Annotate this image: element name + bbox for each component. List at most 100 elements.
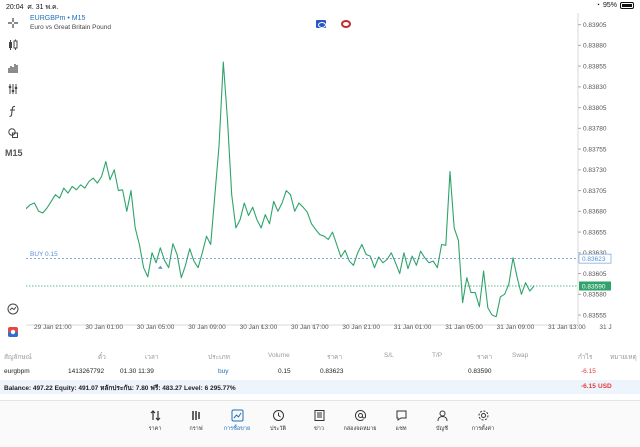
row-time: 01.30 11:39 (120, 368, 154, 375)
y-tick-label: 0.83755 (583, 146, 607, 153)
current-price-tag-label: 0.83590 (582, 283, 606, 290)
balance-currency: USD (598, 383, 612, 390)
tab-accounts-label: บัญชี (436, 426, 448, 432)
col-volume: Volume (268, 352, 290, 359)
tab-settings[interactable]: การตั้งค่า (463, 409, 503, 433)
history-icon (272, 410, 284, 421)
col-time: เวลา (145, 354, 159, 361)
x-tick-label: 29 Jan 21:00 (34, 324, 72, 331)
tab-mailbox[interactable]: กล่องจดหมาย (340, 409, 380, 433)
row-ticket: 1413267792 (68, 368, 105, 375)
tab-news[interactable]: ข่าว (299, 409, 339, 433)
row-profit: -6.15 (581, 368, 596, 375)
buy-entry-marker (157, 265, 163, 269)
x-tick-label: 31 Jan 05:00 (445, 324, 483, 331)
price-chart[interactable]: 0.83905 0.83880 0.83855 0.83830 0.83805 0.837… (26, 13, 612, 333)
row-open-price: 0.83623 (320, 368, 344, 375)
tab-trade[interactable]: การซื้อขาย (217, 409, 257, 433)
x-tick-label: 31 Jan 09:00 (497, 324, 535, 331)
news-icon (314, 410, 324, 421)
col-swap: Swap (512, 352, 529, 359)
y-tick-label: 0.83630 (583, 250, 607, 257)
table-row[interactable]: eurgbpm 1413267792 01.30 11:39 buy 0.15 … (0, 366, 640, 378)
col-type: ประเภท (208, 354, 230, 361)
mailbox-icon (354, 410, 366, 421)
tab-history[interactable]: ประวัติ (258, 409, 298, 433)
x-tick-label: 30 Jan 13:00 (240, 324, 278, 331)
crosshair-icon[interactable] (4, 16, 22, 30)
y-tick-label: 0.83605 (583, 271, 607, 278)
x-tick-label: 30 Jan 05:00 (137, 324, 175, 331)
x-tick-label: 30 Jan 21:00 (342, 324, 380, 331)
sliders-icon[interactable] (4, 82, 22, 96)
gbp-flag-icon (341, 20, 351, 28)
status-time-date: 20:04 ศ. 31 พ.ค. (6, 4, 59, 11)
settings-icon (478, 410, 488, 421)
trade-table-header: สัญลักษณ์ ตั๋ว เวลา ประเภท Volume ราคา S… (0, 350, 640, 362)
y-tick-label: 0.83880 (583, 43, 607, 50)
indicators-icon[interactable] (4, 60, 22, 74)
tab-chat[interactable]: แชท (381, 409, 421, 433)
chart-canvas[interactable]: 0.83905 0.83880 0.83855 0.83830 0.83805 0.837… (26, 13, 612, 333)
open-price-tag-label: 0.83623 (582, 256, 606, 263)
y-tick-label: 0.83655 (583, 229, 607, 236)
y-tick-label: 0.83905 (583, 22, 607, 29)
tab-settings-label: การตั้งค่า (471, 426, 495, 432)
tab-quotes-label: ราคา (148, 426, 162, 432)
tab-accounts[interactable]: บัญชี (422, 409, 462, 433)
x-tick-label: 30 Jan 01:00 (85, 324, 123, 331)
trade-icon (231, 409, 243, 422)
function-icon[interactable] (4, 104, 22, 118)
row-volume: 0.15 (278, 368, 291, 375)
balance-bar: Balance: 497.22 Equity: 491.07 หลักประกั… (0, 380, 640, 394)
price-series-line (26, 61, 535, 318)
tab-quotes[interactable]: ราคา (135, 409, 175, 433)
tab-trade-label: การซื้อขาย (223, 426, 251, 432)
objects-icon[interactable] (4, 126, 22, 140)
battery-icon (620, 2, 634, 9)
tab-mailbox-label: กล่องจดหมาย (343, 426, 377, 432)
candles-icon[interactable] (4, 38, 22, 52)
tab-history-label: ประวัติ (269, 426, 287, 432)
x-tick-label: 30 Jan 17:00 (291, 324, 329, 331)
x-tick-label: 31 Jan 17:00 (599, 324, 612, 331)
col-profit: กำไร (578, 354, 593, 361)
col-open-price: ราคา (327, 354, 343, 361)
y-tick-label: 0.83830 (583, 84, 607, 91)
col-price: ราคา (477, 354, 493, 361)
timeframe-label[interactable]: M15 (5, 148, 23, 158)
tab-chart[interactable]: กราฟ (176, 409, 216, 433)
status-right: ◔ 95% (596, 2, 634, 9)
x-tick-label: 30 Jan 09:00 (188, 324, 226, 331)
y-tick-label: 0.83730 (583, 167, 607, 174)
buy-line-label: BUY 0.15 (30, 251, 58, 258)
clock-chart-icon[interactable] (4, 302, 22, 316)
col-ticket: ตั๋ว (98, 354, 106, 361)
quotes-icon (150, 410, 160, 421)
row-type: buy (218, 368, 229, 375)
bottom-tab-bar: ราคา กราฟ การซื้อขาย ประวัติ ข่าว กล่องจ… (0, 400, 640, 447)
row-symbol: eurgbpm (4, 368, 30, 375)
y-tick-label: 0.83580 (583, 292, 607, 299)
col-symbol: สัญลักษณ์ (4, 354, 32, 361)
col-sl: S/L (384, 352, 394, 359)
current-price-tag (579, 281, 611, 291)
wifi-icon: ◔ (595, 2, 600, 9)
accounts-icon (437, 410, 447, 422)
row-price: 0.83590 (468, 368, 492, 375)
balance-pl: -6.15 (581, 383, 596, 390)
y-tick-label: 0.83680 (583, 209, 607, 216)
y-tick-label: 0.83705 (583, 188, 607, 195)
chart-symbol-description: Euro vs Great Britain Pound (30, 24, 111, 31)
chart-icon (191, 411, 200, 420)
y-tick-label: 0.83780 (583, 126, 607, 133)
status-bar: 20:04 ศ. 31 พ.ค. ◔ 95% (0, 0, 640, 13)
tab-news-label: ข่าว (314, 426, 324, 432)
tab-chat-label: แชท (395, 426, 407, 432)
open-price-tag (578, 253, 612, 264)
trade-panel-icon[interactable] (4, 325, 22, 339)
y-tick-label: 0.83805 (583, 105, 607, 112)
y-tick-label: 0.83555 (583, 312, 607, 319)
col-tp: T/P (432, 352, 443, 359)
euro-flag-icon (316, 20, 326, 28)
